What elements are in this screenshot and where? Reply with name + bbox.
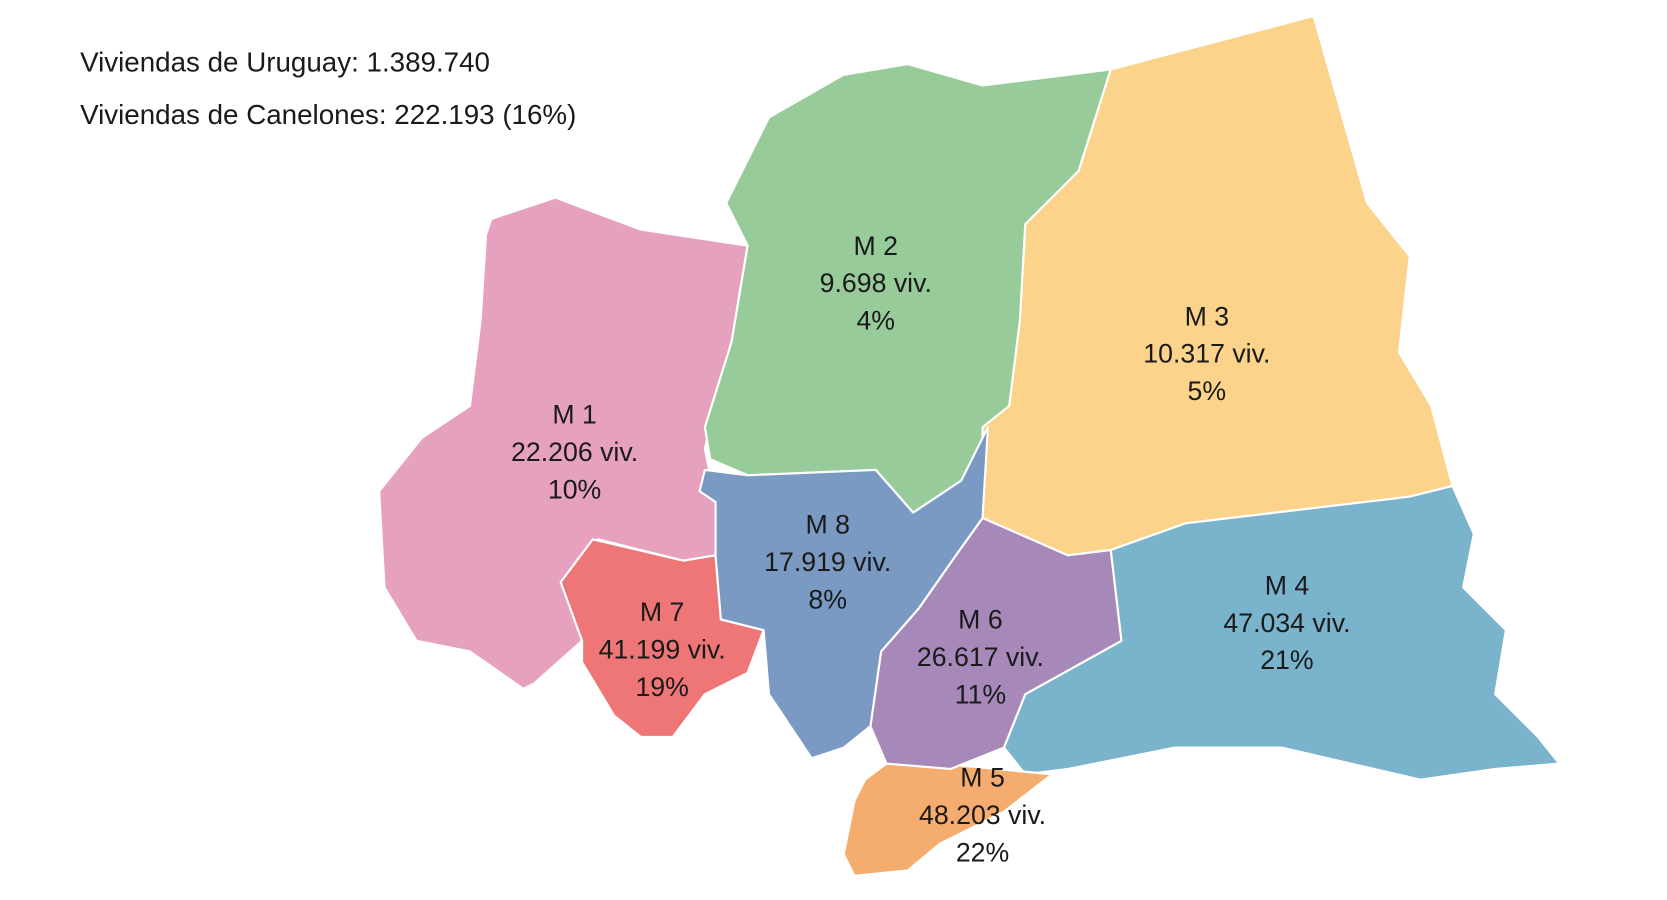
region-dwellings: 10.317 viv. <box>1143 339 1270 369</box>
region-name: M 1 <box>552 400 597 430</box>
region-share: 22% <box>956 837 1009 867</box>
region-labels: M 1 22.206 viv. 10% M 2 9.698 viv. 4% M 3 10.31… <box>511 231 1350 868</box>
region-dwellings: 41.199 viv. <box>599 635 726 665</box>
region-share: 8% <box>808 584 847 614</box>
region-dwellings: 22.206 viv. <box>511 437 638 467</box>
region-name: M 2 <box>854 231 899 261</box>
region-share: 4% <box>856 306 895 336</box>
region-share: 11% <box>955 679 1006 709</box>
region-name: M 4 <box>1265 570 1310 600</box>
region-dwellings: 26.617 viv. <box>917 642 1044 672</box>
region-dwellings: 47.034 viv. <box>1223 608 1350 638</box>
header-line: Viviendas de Canelones: 222.193 (16%) <box>80 99 576 130</box>
region-name: M 7 <box>640 597 685 627</box>
region-dwellings: 9.698 viv. <box>820 268 932 298</box>
region-dwellings: 48.203 viv. <box>919 800 1046 830</box>
region-m8 <box>698 426 989 760</box>
region-dwellings: 17.919 viv. <box>764 547 891 577</box>
region-share: 10% <box>548 474 601 504</box>
region-name: M 8 <box>805 510 850 540</box>
region-name: M 6 <box>958 605 1003 635</box>
region-share: 19% <box>635 672 688 702</box>
region-share: 5% <box>1188 376 1227 406</box>
map: Viviendas de Uruguay: 1.389.740 Vivienda… <box>80 14 1561 877</box>
region-name: M 3 <box>1185 301 1229 331</box>
region-m4 <box>1002 484 1561 781</box>
region-share: 21% <box>1260 645 1313 675</box>
region-name: M 5 <box>960 763 1005 793</box>
header-line: Viviendas de Uruguay: 1.389.740 <box>80 47 490 78</box>
region-m5 <box>842 762 1054 877</box>
